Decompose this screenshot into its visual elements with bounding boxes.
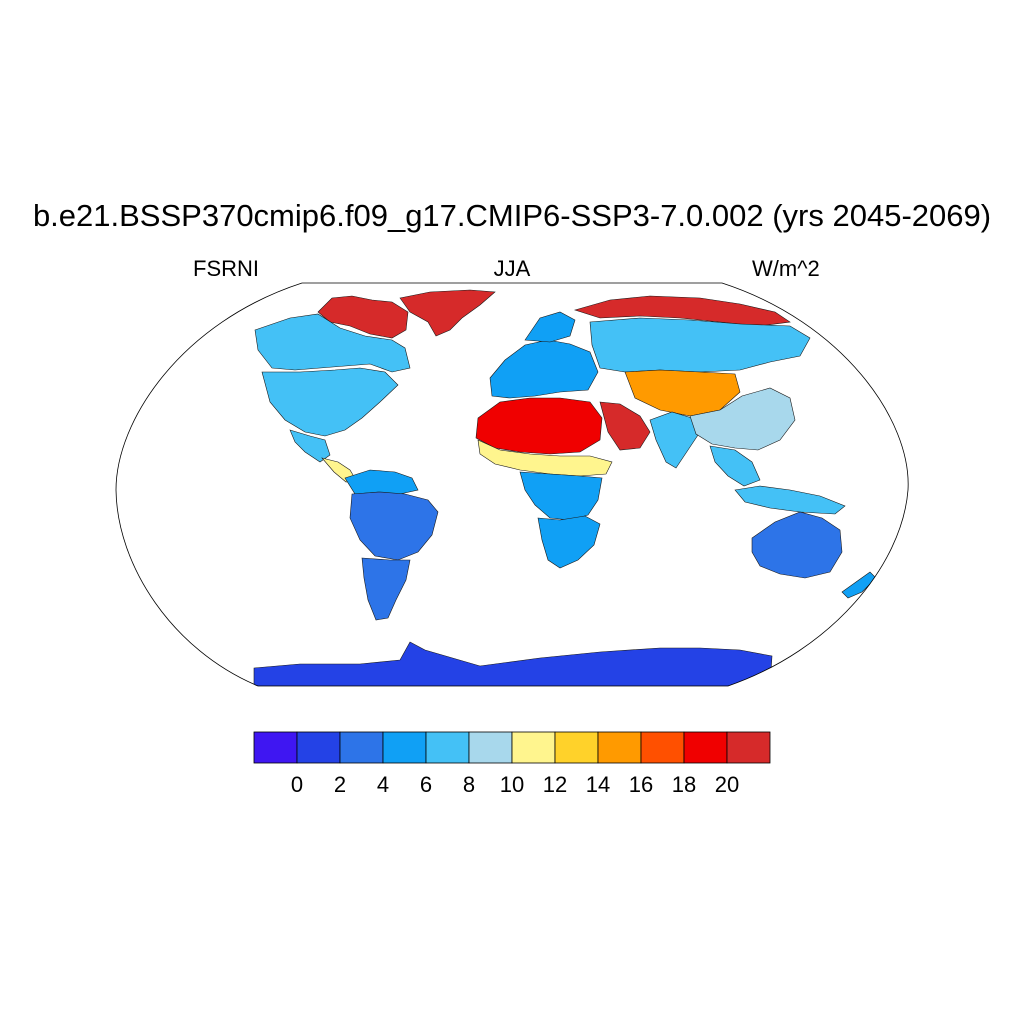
- region-united-states: [261, 367, 399, 437]
- colorbar-swatch: [511, 731, 556, 764]
- colorbar-swatch: [382, 731, 427, 764]
- map-boundary: [115, 282, 909, 687]
- colorbar-swatch: [253, 731, 298, 764]
- region-scandinavia: [524, 311, 576, 343]
- colorbar-tick-label: 10: [500, 772, 524, 797]
- region-southeast-asia: [709, 445, 761, 487]
- colorbar-tick-label: 0: [291, 772, 303, 797]
- colorbar-swatch: [597, 731, 642, 764]
- colorbar-swatch: [554, 731, 599, 764]
- region-siberia: [589, 317, 811, 373]
- region-southern-south-america: [361, 557, 411, 621]
- colorbar-swatch: [726, 731, 771, 764]
- variable-label: FSRNI: [193, 256, 259, 281]
- region-central-asia: [624, 369, 741, 417]
- region-india: [649, 411, 701, 469]
- region-europe: [489, 339, 599, 399]
- season-label: JJA: [493, 256, 531, 281]
- colorbar-tick-label: 6: [420, 772, 432, 797]
- plot-title: b.e21.BSSP370cmip6.f09_g17.CMIP6-SSP3-7.…: [32, 198, 992, 233]
- colorbar-tick-label: 18: [672, 772, 696, 797]
- colorbar-tick-label: 16: [629, 772, 653, 797]
- colorbar-tick-label: 12: [543, 772, 567, 797]
- colorbar-swatch: [425, 731, 470, 764]
- region-arctic-canada-coast: [317, 295, 409, 339]
- region-greenland: [399, 289, 496, 337]
- colorbar-swatch: [640, 731, 685, 764]
- region-russian-arctic-coast: [573, 295, 791, 327]
- region-sahel: [477, 439, 613, 477]
- region-central-africa: [519, 471, 603, 521]
- colorbar-tick-label: 2: [334, 772, 346, 797]
- region-amazon: [349, 491, 439, 561]
- region-arabian-peninsula: [599, 401, 651, 451]
- region-southern-africa: [537, 515, 601, 569]
- colorbar-tick-label: 4: [377, 772, 389, 797]
- region-china: [689, 387, 796, 451]
- region-australia: [751, 511, 843, 579]
- colorbar-tick-label: 20: [715, 772, 739, 797]
- colorbar-swatch: [296, 731, 341, 764]
- units-label: W/m^2: [752, 256, 820, 281]
- colorbar-tick-label: 8: [463, 772, 475, 797]
- colorbar-swatch: [683, 731, 728, 764]
- region-canada: [254, 313, 411, 373]
- region-indonesia: [734, 485, 846, 515]
- colorbar-swatch: [339, 731, 384, 764]
- colorbar-tick-label: 14: [586, 772, 610, 797]
- colorbar-swatch: [468, 731, 513, 764]
